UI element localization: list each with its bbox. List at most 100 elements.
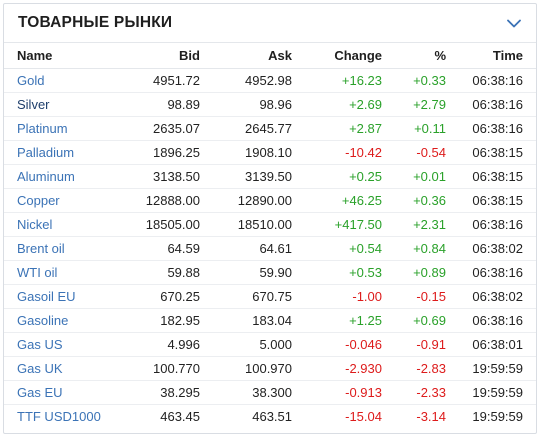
ask-value: 98.96 <box>259 97 292 112</box>
instrument-name-link[interactable]: TTF USD1000 <box>17 409 101 425</box>
column-header-name[interactable]: Name <box>17 48 53 63</box>
bid-value: 18505.00 <box>145 217 200 232</box>
percent-change-value: -0.54 <box>416 145 446 160</box>
instrument-name-link[interactable]: Silver <box>17 97 50 112</box>
time-value: 06:38:16 <box>472 121 523 136</box>
time-value: 06:38:16 <box>472 97 523 112</box>
bid-value: 12888.00 <box>145 193 200 208</box>
change-value: +16.23 <box>341 73 382 88</box>
name-cell: WTI oil <box>4 261 104 285</box>
name-cell: Gasoil EU <box>4 285 104 309</box>
table-row[interactable]: Aluminum 3138.50 3139.50 +0.25 +0.01 06:38:15 <box>4 165 536 189</box>
percent-change-value: -2.83 <box>416 361 446 376</box>
table-row[interactable]: WTI oil 59.88 59.90 +0.53 +0.89 06:38:16 <box>4 261 536 285</box>
bid-value: 4951.72 <box>153 73 200 88</box>
instrument-name-link[interactable]: Gas EU <box>17 385 63 400</box>
name-cell: Gasoline <box>4 309 104 333</box>
bid-value: 182.95 <box>160 313 200 328</box>
table-row[interactable]: Nickel 18505.00 18510.00 +417.50 +2.31 06:38:… <box>4 213 536 237</box>
change-value: +0.25 <box>349 169 382 184</box>
name-cell: Copper <box>4 189 104 213</box>
table-row[interactable]: Copper 12888.00 12890.00 +46.25 +0.36 06:38:1… <box>4 189 536 213</box>
time-value: 06:38:16 <box>472 313 523 328</box>
name-cell: Brent oil <box>4 237 104 261</box>
instrument-name-link[interactable]: Nickel <box>17 217 53 232</box>
ask-value: 3139.50 <box>245 169 292 184</box>
commodities-widget: ТОВАРНЫЕ РЫНКИ Name Bid Ask Change % Tim… <box>3 3 537 434</box>
table-row[interactable]: Gasoline 182.95 183.04 +1.25 +0.69 06:38:16 <box>4 309 536 333</box>
bid-value: 2635.07 <box>153 121 200 136</box>
percent-change-value: +0.36 <box>413 193 446 208</box>
time-value: 06:38:16 <box>472 265 523 280</box>
table-row[interactable]: Silver 98.89 98.96 +2.69 +2.79 06:38:16 <box>4 93 536 117</box>
ask-value: 59.90 <box>259 265 292 280</box>
ask-value: 670.75 <box>252 289 292 304</box>
change-value: -10.42 <box>345 145 382 160</box>
table-row[interactable]: Brent oil 64.59 64.61 +0.54 +0.84 06:38:02 <box>4 237 536 261</box>
bid-value: 59.88 <box>167 265 200 280</box>
instrument-name-link[interactable]: Palladium <box>17 145 75 160</box>
percent-change-value: +0.69 <box>413 313 446 328</box>
percent-change-value: +0.01 <box>413 169 446 184</box>
ask-value: 12890.00 <box>237 193 292 208</box>
ask-value: 183.04 <box>252 313 292 328</box>
time-value: 19:59:59 <box>472 385 523 400</box>
instrument-name-link[interactable]: Gasoline <box>17 313 69 328</box>
percent-change-value: +0.84 <box>413 241 446 256</box>
table-row[interactable]: Gas EU 38.295 38.300 -0.913 -2.33 19:59:59 <box>4 381 536 405</box>
instrument-name-link[interactable]: Gasoil EU <box>17 289 76 304</box>
time-value: 06:38:15 <box>472 193 523 208</box>
table-row[interactable]: Platinum 2635.07 2645.77 +2.87 +0.11 06:38:16 <box>4 117 536 141</box>
ask-value: 100.970 <box>245 361 292 376</box>
instrument-name-link[interactable]: Brent oil <box>17 241 65 256</box>
instrument-name-link[interactable]: Copper <box>17 193 60 208</box>
column-header-change[interactable]: Change <box>334 48 382 63</box>
widget-header: ТОВАРНЫЕ РЫНКИ <box>4 4 536 42</box>
bid-value: 38.295 <box>160 385 200 400</box>
ask-value: 1908.10 <box>245 145 292 160</box>
instrument-name-link[interactable]: Gas US <box>17 337 63 352</box>
change-value: -0.046 <box>345 337 382 352</box>
ask-value: 18510.00 <box>237 217 292 232</box>
column-header-ask[interactable]: Ask <box>268 48 292 63</box>
percent-change-value: -3.14 <box>416 409 446 425</box>
instrument-name-link[interactable]: Gas UK <box>17 361 63 376</box>
time-value: 06:38:15 <box>472 145 523 160</box>
instrument-name-link[interactable]: Platinum <box>17 121 68 136</box>
time-value: 06:38:15 <box>472 169 523 184</box>
column-header-percent[interactable]: % <box>434 48 446 63</box>
table-row[interactable]: Gas UK 100.770 100.970 -2.930 -2.83 19:59:59 <box>4 357 536 381</box>
change-value: +1.25 <box>349 313 382 328</box>
bid-value: 4.996 <box>167 337 200 352</box>
time-value: 06:38:02 <box>472 289 523 304</box>
change-value: +0.53 <box>349 265 382 280</box>
ask-value: 463.51 <box>252 409 292 425</box>
change-value: +46.25 <box>341 193 382 208</box>
quotes-table: Name Bid Ask Change % Time Gold 4951.72 49… <box>4 42 536 429</box>
name-cell: Silver <box>4 93 104 117</box>
bid-value: 463.45 <box>160 409 200 425</box>
bid-value: 3138.50 <box>153 169 200 184</box>
chevron-down-icon[interactable] <box>504 13 524 33</box>
instrument-name-link[interactable]: Gold <box>17 73 45 88</box>
column-header-bid[interactable]: Bid <box>179 48 200 63</box>
table-row[interactable]: Gold 4951.72 4952.98 +16.23 +0.33 06:38:16 <box>4 69 536 93</box>
percent-change-value: -2.33 <box>416 385 446 400</box>
percent-change-value: -0.91 <box>416 337 446 352</box>
percent-change-value: +0.89 <box>413 265 446 280</box>
instrument-name-link[interactable]: Aluminum <box>17 169 75 184</box>
name-cell: Gold <box>4 69 104 93</box>
change-value: -1.00 <box>352 289 382 304</box>
table-row[interactable]: TTF USD1000 463.45 463.51 -15.04 -3.14 19:59:… <box>4 405 536 429</box>
table-row[interactable]: Palladium 1896.25 1908.10 -10.42 -0.54 06:38:… <box>4 141 536 165</box>
percent-change-value: +0.33 <box>413 73 446 88</box>
table-header-row: Name Bid Ask Change % Time <box>4 42 536 69</box>
change-value: +417.50 <box>334 217 382 232</box>
bid-value: 64.59 <box>167 241 200 256</box>
name-cell: TTF USD1000 <box>4 405 104 429</box>
change-value: +2.87 <box>349 121 382 136</box>
table-row[interactable]: Gasoil EU 670.25 670.75 -1.00 -0.15 06:38:02 <box>4 285 536 309</box>
table-row[interactable]: Gas US 4.996 5.000 -0.046 -0.91 06:38:01 <box>4 333 536 357</box>
instrument-name-link[interactable]: WTI oil <box>17 265 58 280</box>
column-header-time[interactable]: Time <box>492 48 523 63</box>
